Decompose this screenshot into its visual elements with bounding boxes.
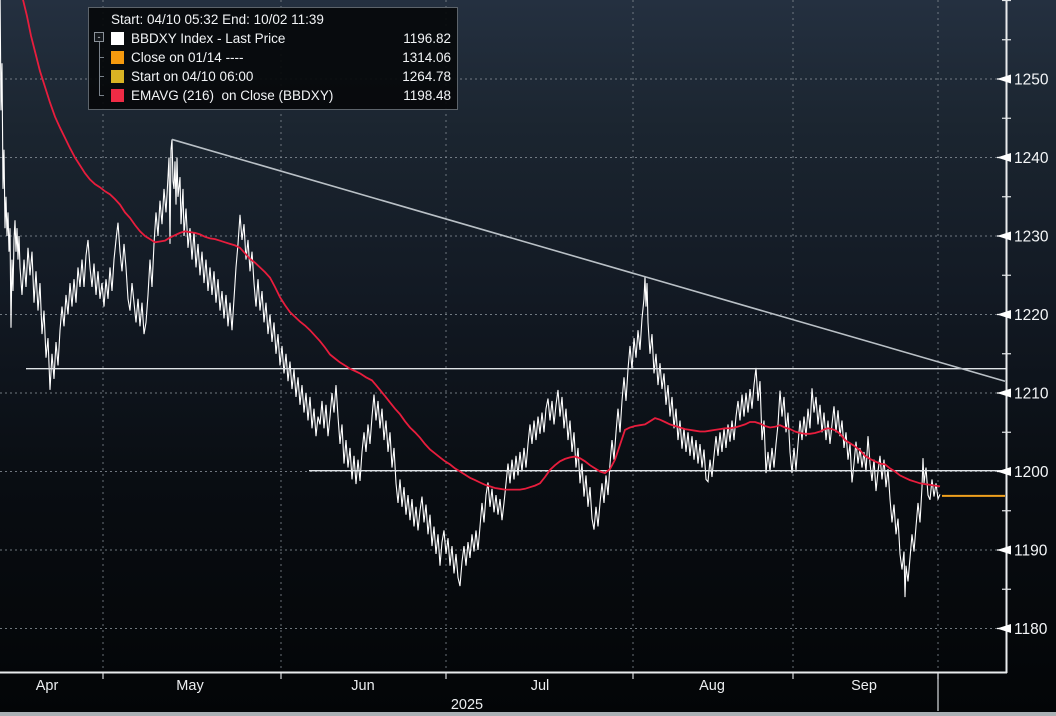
legend-value: 1264.78 <box>402 69 451 84</box>
y-axis-label: 1250 <box>1014 72 1049 89</box>
y-axis-label: 1200 <box>1014 464 1049 481</box>
legend-label: BBDXY Index - Last Price <box>131 31 286 46</box>
y-tick-arrow-icon <box>997 231 1011 241</box>
month-label: May <box>176 678 204 694</box>
legend-row-close[interactable]: Close on 01/14 ---- 1314.06 <box>95 48 451 67</box>
emavg-line <box>22 0 941 491</box>
y-axis-label: 1210 <box>1014 386 1049 403</box>
legend-tree-stub <box>99 76 104 77</box>
y-axis-label: 1180 <box>1014 621 1048 638</box>
month-label: Sep <box>851 678 877 694</box>
year-label: 2025 <box>451 697 483 713</box>
start-line-swatch <box>111 70 124 83</box>
emavg-swatch <box>111 89 124 102</box>
y-tick-arrow-icon <box>997 467 1011 476</box>
y-axis-label: 1220 <box>1014 307 1049 324</box>
y-tick-arrow-icon <box>997 545 1011 555</box>
y-tick-arrow-icon <box>997 624 1011 633</box>
legend-value: 1198.48 <box>403 88 451 103</box>
last-price-swatch <box>111 32 124 45</box>
legend-row-start[interactable]: Start on 04/10 06:00 1264.78 <box>95 67 451 86</box>
downtrend-line <box>171 138 1006 382</box>
chart-legend: Start: 04/10 05:32 End: 10/02 11:39 BBDX… <box>88 7 458 110</box>
legend-label: Close on 01/14 ---- <box>131 50 244 65</box>
y-tick-arrow-icon <box>997 388 1011 398</box>
window-bottom-edge <box>0 712 1056 716</box>
legend-period: Start: 04/10 05:32 End: 10/02 11:39 <box>111 12 324 27</box>
legend-value: 1314.06 <box>402 50 451 65</box>
support-resistance-lines <box>26 367 1007 472</box>
legend-tree-stub <box>99 95 104 96</box>
legend-label: Start on 04/10 06:00 <box>131 69 254 84</box>
legend-label: EMAVG (216) on Close (BBDXY) <box>131 88 334 103</box>
close-line-swatch <box>111 51 124 64</box>
y-tick-arrow-icon <box>997 74 1011 84</box>
x-axis-ticks-labels: Apr May Jun Jul Aug Sep <box>36 673 939 711</box>
legend-row-last-price[interactable]: BBDXY Index - Last Price 1196.82 <box>95 29 451 48</box>
legend-tree-stub <box>99 57 104 58</box>
y-axis-label: 1240 <box>1014 150 1049 167</box>
legend-row-emavg[interactable]: EMAVG (216) on Close (BBDXY) 1198.48 <box>95 86 451 105</box>
vertical-gridlines <box>102 0 939 672</box>
legend-tree-connector <box>99 38 100 95</box>
month-label: Jul <box>531 678 550 694</box>
legend-expander-icon[interactable]: - <box>94 32 104 42</box>
month-label: Jun <box>351 678 374 694</box>
y-axis-ticks-labels: 1250 1240 1230 1220 1210 1200 1190 1180 <box>997 0 1049 638</box>
y-axis-label: 1230 <box>1014 229 1049 246</box>
horizontal-gridlines <box>0 78 1007 629</box>
price-line-bbdxy <box>0 0 941 598</box>
y-tick-arrow-icon <box>997 310 1011 319</box>
y-axis-label: 1190 <box>1014 543 1048 560</box>
y-tick-arrow-icon <box>997 153 1011 162</box>
legend-value: 1196.82 <box>403 31 451 46</box>
month-label: Apr <box>36 678 59 694</box>
month-label: Aug <box>699 678 725 694</box>
